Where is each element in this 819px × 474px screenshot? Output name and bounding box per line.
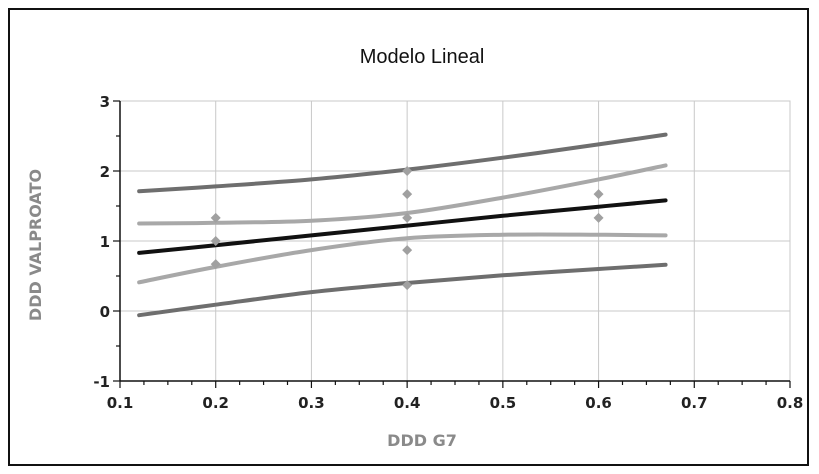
x-tick-label: 0.6 bbox=[585, 394, 612, 412]
x-tick-label: 0.7 bbox=[681, 394, 708, 412]
x-tick-label: 0.2 bbox=[202, 394, 229, 412]
y-axis-label: DDD VALPROATO bbox=[26, 169, 45, 321]
fit-line bbox=[137, 198, 668, 255]
confidence-upper-line bbox=[137, 163, 668, 226]
chart-frame: 0.1 0.2 0.3 0.4 0.5 0.6 0.7 0.8 -1 0 1 2 3 Modelo Li… bbox=[8, 8, 809, 466]
x-axis-label: DDD G7 bbox=[387, 431, 457, 450]
y-tick-label: 1 bbox=[100, 233, 110, 251]
x-tick-label: 0.3 bbox=[298, 394, 325, 412]
data-point bbox=[210, 236, 221, 246]
axes bbox=[113, 100, 791, 388]
x-tick-label: 0.8 bbox=[777, 394, 804, 412]
y-tick-label: 3 bbox=[100, 93, 110, 111]
tick-labels: 0.1 0.2 0.3 0.4 0.5 0.6 0.7 0.8 -1 0 1 2 3 bbox=[93, 93, 803, 412]
y-tick-label: 2 bbox=[100, 163, 110, 181]
data-point bbox=[593, 189, 604, 200]
x-tick-label: 0.5 bbox=[490, 394, 517, 412]
data-points bbox=[210, 166, 604, 291]
data-point bbox=[402, 189, 413, 200]
x-tick-label: 0.4 bbox=[394, 394, 421, 412]
data-point bbox=[593, 212, 604, 223]
data-point bbox=[402, 245, 413, 256]
data-point bbox=[402, 212, 413, 223]
data-point bbox=[402, 166, 413, 176]
data-point bbox=[210, 212, 221, 223]
y-tick-label: 0 bbox=[100, 303, 110, 321]
y-tick-label: -1 bbox=[93, 373, 110, 391]
data-point bbox=[210, 259, 221, 270]
data-point bbox=[402, 280, 413, 291]
x-tick-label: 0.1 bbox=[107, 394, 134, 412]
chart-title: Modelo Lineal bbox=[360, 46, 485, 68]
chart: 0.1 0.2 0.3 0.4 0.5 0.6 0.7 0.8 -1 0 1 2 3 Modelo Li… bbox=[26, 46, 803, 450]
prediction-lower-line bbox=[137, 262, 668, 318]
bands bbox=[137, 132, 668, 318]
